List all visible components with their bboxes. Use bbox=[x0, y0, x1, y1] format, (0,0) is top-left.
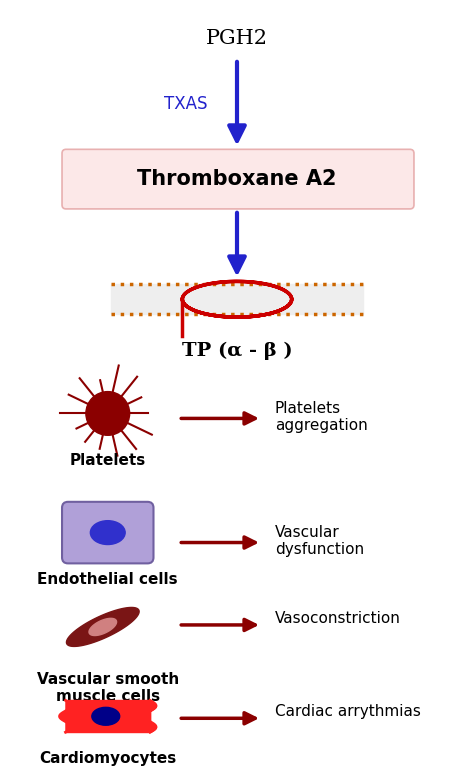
Text: Cardiac arrythmias: Cardiac arrythmias bbox=[275, 705, 420, 719]
Text: Endothelial cells: Endothelial cells bbox=[37, 572, 178, 588]
Text: TP (α - β ): TP (α - β ) bbox=[182, 342, 292, 360]
Text: Cardiomyocytes: Cardiomyocytes bbox=[39, 751, 176, 766]
Polygon shape bbox=[66, 608, 139, 646]
Ellipse shape bbox=[91, 520, 125, 544]
Text: PGH2: PGH2 bbox=[206, 29, 268, 49]
Text: Vasoconstriction: Vasoconstriction bbox=[275, 611, 401, 626]
FancyBboxPatch shape bbox=[62, 150, 414, 209]
Text: Thromboxane A2: Thromboxane A2 bbox=[137, 169, 337, 189]
Text: Vascular smooth
muscle cells: Vascular smooth muscle cells bbox=[36, 672, 179, 704]
Polygon shape bbox=[89, 618, 117, 635]
Bar bbox=[111, 284, 363, 314]
FancyBboxPatch shape bbox=[62, 502, 154, 564]
Text: Platelets: Platelets bbox=[70, 453, 146, 468]
Text: Platelets
aggregation: Platelets aggregation bbox=[275, 401, 367, 433]
Ellipse shape bbox=[92, 707, 120, 726]
Circle shape bbox=[86, 392, 129, 436]
Bar bbox=[65, 700, 150, 732]
Text: Vascular
dysfunction: Vascular dysfunction bbox=[275, 524, 364, 557]
Text: TXAS: TXAS bbox=[164, 95, 207, 113]
